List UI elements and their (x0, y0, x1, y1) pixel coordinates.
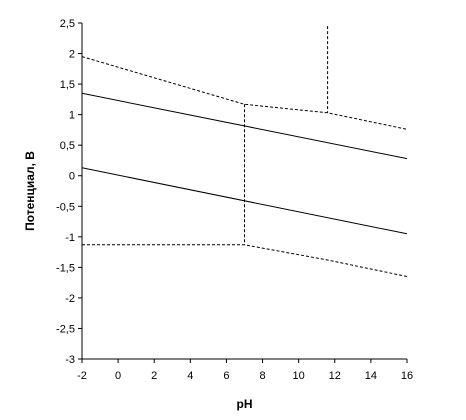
y-tick-label: 1 (69, 110, 75, 122)
y-axis-title: Потенциал, В (23, 151, 37, 231)
x-tick-label: 6 (223, 370, 229, 382)
x-axis-title: pH (237, 397, 253, 411)
y-tick-label: 2,5 (60, 18, 75, 30)
x-tick-label: 4 (187, 370, 193, 382)
x-tick-label: 8 (259, 370, 265, 382)
y-tick-label: -1,5 (56, 262, 75, 274)
y-tick-label: -1 (65, 232, 75, 244)
x-tick-label: 2 (151, 370, 157, 382)
y-tick-label: -3 (65, 354, 75, 366)
axes-layer: 2,521,510,50-0,5-1-1,5-2-2,5-3-2 0 2 4 6 8 10 1… (56, 18, 413, 382)
x-tick-label: 10 (293, 370, 305, 382)
y-tick-label: 0,5 (60, 140, 75, 152)
y-tick-label: 0 (69, 171, 75, 183)
x-tick-label: -2 (77, 370, 87, 382)
y-tick-label: 1,5 (60, 79, 75, 91)
x-tick-label: 0 (115, 370, 121, 382)
x-tick-label: 12 (329, 370, 341, 382)
y-tick-label: -0,5 (56, 201, 75, 213)
y-tick-label: -2,5 (56, 323, 75, 335)
x-tick-label: 16 (401, 370, 413, 382)
y-tick-label: -2 (65, 293, 75, 305)
y-tick-label: 2 (69, 49, 75, 61)
series-line-4 (82, 244, 408, 277)
series-line-3 (81, 56, 408, 130)
series-layer (81, 26, 408, 277)
x-tick-label: 14 (365, 370, 377, 382)
